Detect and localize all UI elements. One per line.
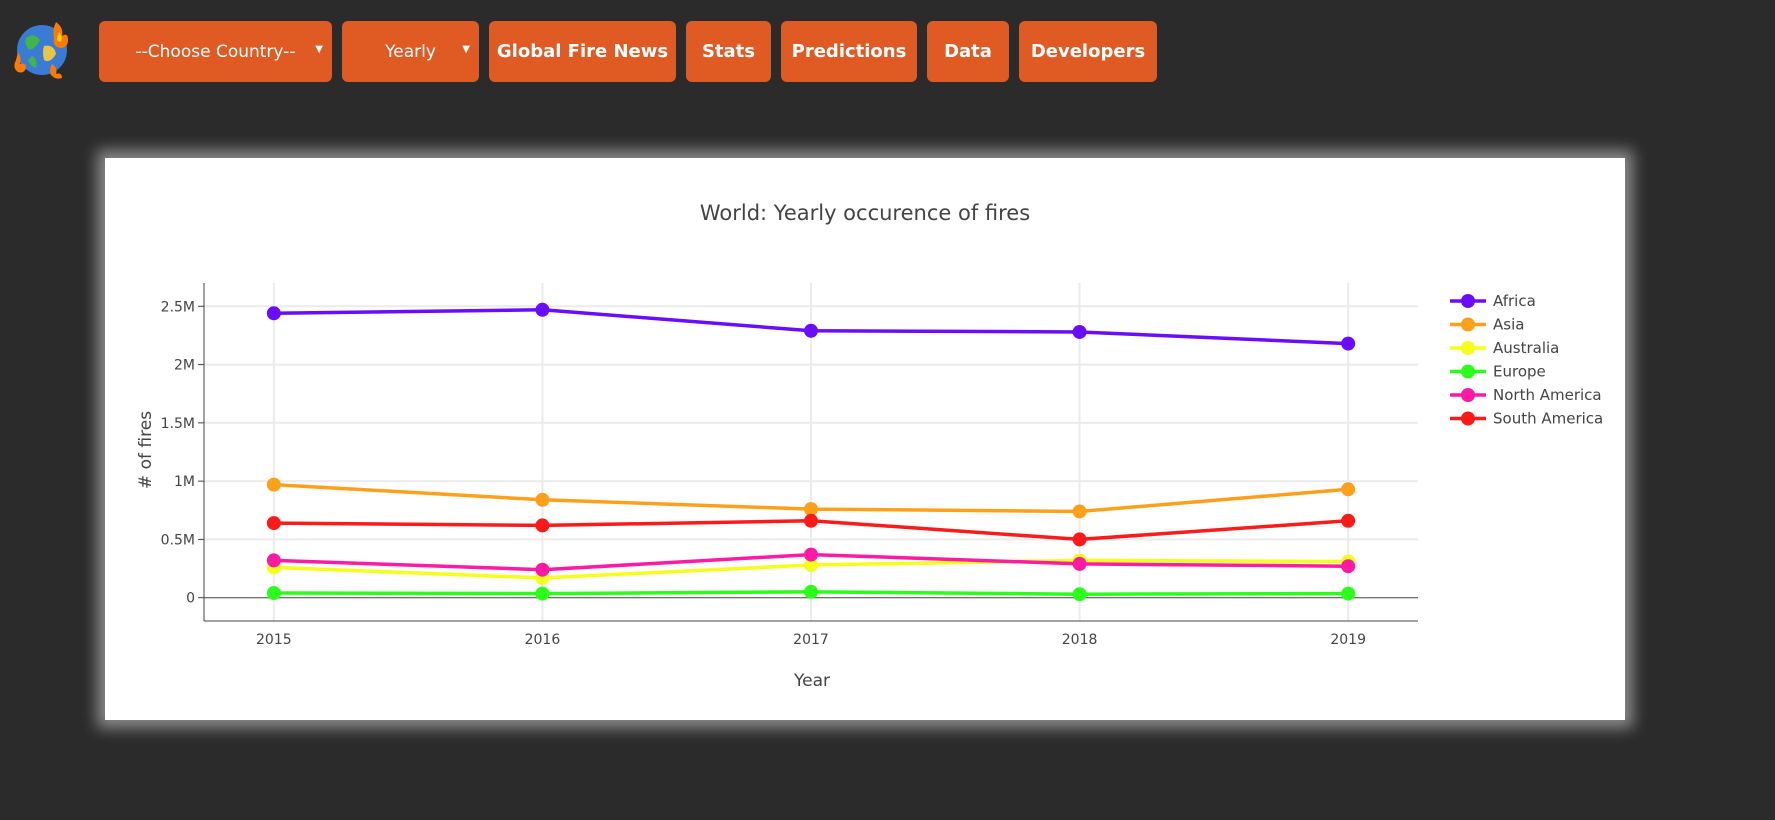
- top-navigation-bar: --Choose Country-- ▼ Yearly ▼ Global Fir…: [0, 0, 1775, 90]
- data-point: [804, 547, 818, 562]
- y-tick-label: 1.5M: [161, 416, 195, 432]
- y-tick-label: 1M: [174, 474, 195, 490]
- data-point: [266, 553, 281, 568]
- legend-item: Africa: [1450, 292, 1536, 310]
- data-point: [804, 513, 818, 528]
- legend-label: Europe: [1493, 363, 1546, 381]
- series-europe: [266, 584, 1356, 602]
- data-point: [266, 477, 281, 492]
- legend-label: Asia: [1493, 316, 1524, 334]
- x-axis-title: Year: [793, 671, 830, 691]
- line-chart: World: Yearly occurence of fires 2015 201…: [136, 201, 1603, 691]
- legend-item: Europe: [1450, 363, 1546, 381]
- country-select[interactable]: --Choose Country-- ▼: [99, 21, 332, 82]
- globe-fire-icon[interactable]: [12, 16, 74, 80]
- legend-label: Australia: [1493, 339, 1559, 357]
- y-tick-label: 2.5M: [161, 299, 195, 315]
- data-point: [804, 584, 818, 599]
- data-point: [804, 558, 818, 573]
- data-point: [804, 502, 818, 517]
- data-point: [1341, 336, 1356, 351]
- legend-swatch-marker: [1461, 388, 1475, 402]
- legend-item: Asia: [1450, 316, 1524, 334]
- x-tick-label: 2017: [793, 632, 829, 648]
- period-select[interactable]: Yearly ▼: [342, 21, 479, 82]
- data-point: [266, 306, 281, 321]
- stats-button[interactable]: Stats: [686, 21, 771, 82]
- data-button[interactable]: Data: [927, 21, 1009, 82]
- data-point: [266, 516, 281, 531]
- data-point: [1341, 482, 1356, 497]
- chart-title: World: Yearly occurence of fires: [700, 201, 1030, 225]
- axes: 2015 2016 2017 2018 2019 0 0.5M 1M 1.5M 2M 2.5M: [161, 283, 1418, 648]
- legend-swatch-marker: [1461, 411, 1475, 426]
- data-point: [535, 302, 550, 317]
- series-asia: [266, 477, 1356, 519]
- series-north-america: [266, 547, 1356, 577]
- developers-button[interactable]: Developers: [1019, 21, 1157, 82]
- legend-swatch-marker: [1461, 317, 1475, 332]
- legend-swatch-marker: [1461, 294, 1475, 308]
- chart-card: World: Yearly occurence of fires 2015 201…: [105, 158, 1625, 720]
- legend-label: South America: [1493, 410, 1603, 428]
- data-point: [804, 323, 818, 338]
- data-point: [1341, 513, 1356, 528]
- y-tick-label: 0: [186, 591, 195, 607]
- x-tick-label: 2015: [256, 632, 292, 648]
- data-point: [1072, 587, 1087, 602]
- chevron-down-icon: ▼: [462, 44, 470, 55]
- x-tick-label: 2016: [525, 632, 561, 648]
- data-point: [535, 586, 550, 601]
- data-point: [535, 518, 550, 533]
- x-tick-label: 2019: [1330, 632, 1366, 648]
- data-point: [1072, 556, 1087, 571]
- data-point: [266, 586, 281, 601]
- y-tick-label: 2M: [174, 358, 195, 374]
- chevron-down-icon: ▼: [315, 44, 323, 55]
- data-point: [1072, 532, 1087, 547]
- x-tick-label: 2018: [1062, 632, 1098, 648]
- legend-label: North America: [1493, 386, 1602, 404]
- data-point: [1072, 324, 1087, 339]
- legend-item: North America: [1450, 386, 1602, 404]
- country-select-value: --Choose Country--: [135, 41, 296, 62]
- y-axis-title: # of fires: [136, 411, 156, 489]
- legend-label: Africa: [1493, 292, 1536, 310]
- data-point: [1072, 504, 1087, 519]
- legend-swatch-marker: [1461, 364, 1475, 379]
- period-select-value: Yearly: [385, 41, 436, 62]
- data-point: [1341, 559, 1356, 574]
- global-fire-news-button[interactable]: Global Fire News: [489, 21, 676, 82]
- data-series: [266, 302, 1356, 602]
- data-point: [535, 562, 550, 577]
- legend-item: Australia: [1450, 339, 1559, 357]
- predictions-button[interactable]: Predictions: [781, 21, 917, 82]
- series-south-america: [266, 513, 1356, 547]
- legend: Africa Asia Australia Europe North America So…: [1450, 292, 1603, 428]
- data-point: [535, 492, 550, 507]
- data-point: [1341, 586, 1356, 601]
- y-tick-label: 0.5M: [161, 532, 195, 548]
- series-africa: [266, 302, 1356, 351]
- legend-item: South America: [1450, 410, 1603, 428]
- legend-swatch-marker: [1461, 341, 1475, 355]
